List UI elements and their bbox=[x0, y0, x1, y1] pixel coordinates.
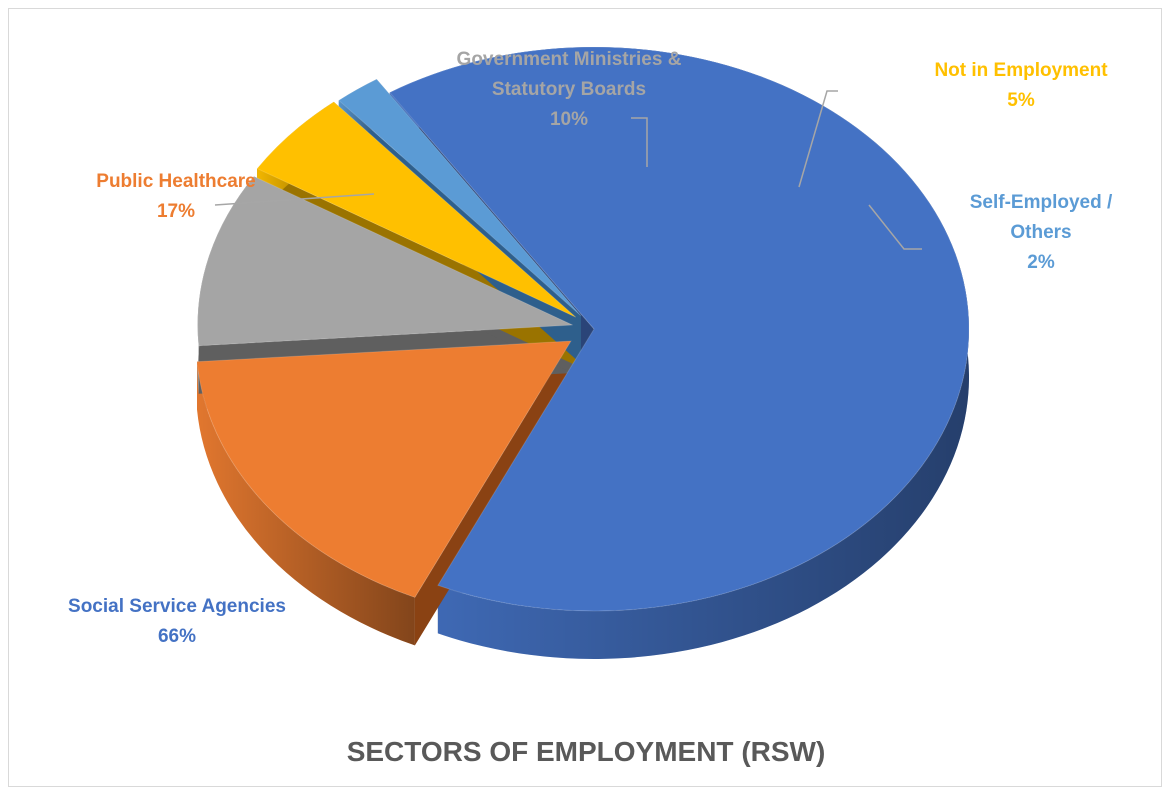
slice-4-data-label: Not in Employment 5% bbox=[934, 60, 1108, 111]
slice-5-top bbox=[338, 78, 582, 317]
slice-4-top bbox=[256, 101, 577, 318]
leader-lines bbox=[214, 90, 922, 250]
chart-title: SECTORS OF EMPLOYMENT (RSW) bbox=[347, 736, 826, 767]
slice-5-leader-line bbox=[868, 204, 922, 250]
slice-1-data-label: Social Service Agencies 66% bbox=[68, 596, 286, 647]
slice-1-percent: 66% bbox=[158, 626, 196, 647]
slice-2-outer-wall-shade bbox=[197, 361, 415, 646]
slice-2-data-label: Public Healthcare 17% bbox=[96, 171, 255, 222]
chart-frame: Social Service Agencies 66% Public Healthc… bbox=[8, 8, 1162, 787]
slice-1-category-label: Social Service Agencies bbox=[68, 596, 286, 617]
slice-5-percent: 2% bbox=[1027, 252, 1055, 273]
slice-5-category-label: Others bbox=[1010, 222, 1071, 243]
slice-2-leader-line bbox=[214, 193, 375, 206]
slice-4-leader-line bbox=[798, 90, 838, 188]
data-labels: Social Service Agencies 66% Public Healthc… bbox=[68, 49, 1113, 647]
slice-2-top bbox=[196, 340, 572, 599]
pie-slice-group bbox=[196, 46, 970, 612]
slice-2-category-label: Public Healthcare bbox=[96, 171, 255, 192]
slice-3-leader-line bbox=[631, 117, 648, 167]
slice-5-data-label: Self-Employed / Others 2% bbox=[970, 192, 1113, 273]
slice-5-category-label: Self-Employed / bbox=[970, 192, 1113, 213]
slice-3-category-label: Government Ministries & bbox=[457, 49, 682, 70]
pie-chart: Social Service Agencies 66% Public Healthc… bbox=[68, 46, 1113, 767]
slice-3-data-label: Government Ministries & Statutory Boards 1… bbox=[457, 49, 682, 130]
slice-3-percent: 10% bbox=[550, 109, 588, 130]
slice-3-top bbox=[197, 175, 573, 347]
slice-3-category-label: Statutory Boards bbox=[492, 79, 646, 100]
slice-2-percent: 17% bbox=[157, 201, 195, 222]
slice-1-top bbox=[388, 46, 970, 612]
slice-4-category-label: Not in Employment bbox=[934, 60, 1108, 81]
slice-4-percent: 5% bbox=[1007, 90, 1035, 111]
